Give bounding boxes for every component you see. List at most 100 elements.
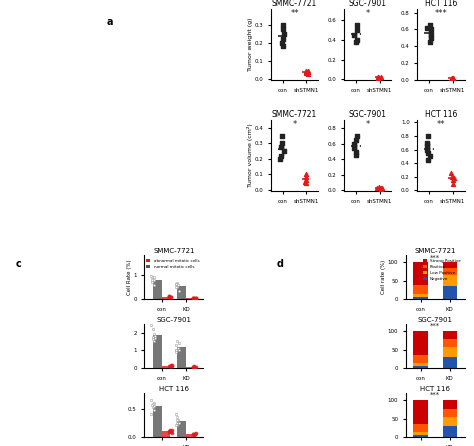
Point: [192, 294, 200, 301]
Point: [175, 339, 182, 347]
Point: [353, 132, 361, 140]
Point: [150, 406, 158, 413]
Point: [190, 431, 198, 438]
Point: [165, 293, 173, 300]
Point: [190, 363, 198, 370]
Point: [150, 281, 157, 288]
Point: [173, 421, 180, 428]
Bar: [443, 409, 457, 417]
Y-axis label: Cell Rate (%): Cell Rate (%): [127, 259, 132, 295]
Point: [304, 69, 312, 76]
Point: [147, 321, 155, 328]
Point: [353, 27, 361, 34]
Y-axis label: Tumor volume (cm²): Tumor volume (cm²): [247, 124, 253, 187]
Point: [423, 146, 431, 153]
Point: [279, 36, 287, 43]
Point: [150, 337, 158, 344]
Point: [191, 430, 199, 437]
Point: [172, 411, 180, 418]
Point: [352, 38, 360, 45]
Point: [189, 294, 197, 301]
Point: [377, 185, 385, 192]
Point: [377, 74, 384, 81]
Point: [150, 403, 157, 410]
Point: [174, 345, 182, 352]
Point: [426, 153, 434, 160]
Point: [352, 148, 359, 155]
Point: [165, 293, 173, 300]
Bar: [177, 286, 186, 299]
Point: [190, 363, 197, 370]
Point: [191, 363, 199, 370]
Point: [191, 294, 198, 301]
Text: ***: ***: [430, 323, 440, 329]
Point: [449, 180, 457, 187]
Point: [189, 431, 197, 438]
Point: [173, 284, 181, 291]
Point: [149, 277, 156, 285]
Point: [151, 402, 158, 409]
Point: [451, 175, 458, 182]
Point: [448, 74, 456, 82]
Bar: [413, 424, 428, 432]
Bar: [443, 347, 457, 357]
Point: [173, 420, 181, 427]
Text: *: *: [292, 120, 297, 128]
Point: [168, 428, 175, 435]
Bar: [443, 275, 457, 286]
Point: [165, 293, 173, 300]
Bar: [413, 363, 428, 366]
Point: [151, 334, 158, 341]
Point: [168, 362, 175, 369]
Point: [172, 281, 180, 288]
Point: [191, 431, 199, 438]
Point: [147, 273, 155, 280]
Text: *: *: [365, 9, 370, 18]
Point: [173, 284, 180, 291]
Point: [447, 170, 455, 177]
Point: [167, 293, 174, 301]
Bar: [413, 400, 428, 424]
Point: [279, 25, 287, 32]
Point: [191, 430, 199, 437]
Title: SMMC-7721: SMMC-7721: [272, 110, 317, 119]
Point: [280, 30, 288, 37]
Bar: [153, 280, 162, 299]
Point: [301, 178, 309, 186]
Point: [148, 279, 155, 286]
Point: [172, 341, 180, 348]
Point: [175, 420, 183, 427]
Point: [353, 37, 360, 44]
Point: [192, 294, 200, 301]
Point: [166, 293, 174, 300]
Point: [277, 143, 284, 150]
Point: [149, 325, 156, 332]
Point: [172, 348, 179, 355]
Title: HCT 116: HCT 116: [425, 0, 457, 8]
Point: [302, 171, 310, 178]
Point: [165, 293, 173, 300]
Text: **: **: [437, 120, 445, 129]
Point: [278, 132, 285, 139]
Point: [190, 294, 197, 301]
Bar: [186, 434, 194, 437]
Bar: [162, 297, 170, 299]
Point: [423, 143, 431, 150]
Y-axis label: Tumor weight (g): Tumor weight (g): [248, 18, 253, 71]
Title: HCT 116: HCT 116: [420, 386, 450, 392]
Point: [175, 346, 183, 353]
Title: SMMC-7721: SMMC-7721: [414, 248, 456, 255]
Point: [168, 363, 175, 370]
Title: HCT 116: HCT 116: [159, 386, 189, 392]
Text: ***: ***: [430, 254, 440, 260]
Point: [350, 144, 357, 151]
Point: [167, 363, 174, 370]
Point: [167, 293, 174, 300]
Point: [192, 363, 200, 371]
Point: [305, 70, 312, 78]
Point: [175, 287, 183, 294]
Text: **: **: [290, 9, 299, 18]
Point: [149, 335, 157, 343]
Point: [352, 152, 359, 159]
Title: SGC-7901: SGC-7901: [349, 110, 387, 119]
